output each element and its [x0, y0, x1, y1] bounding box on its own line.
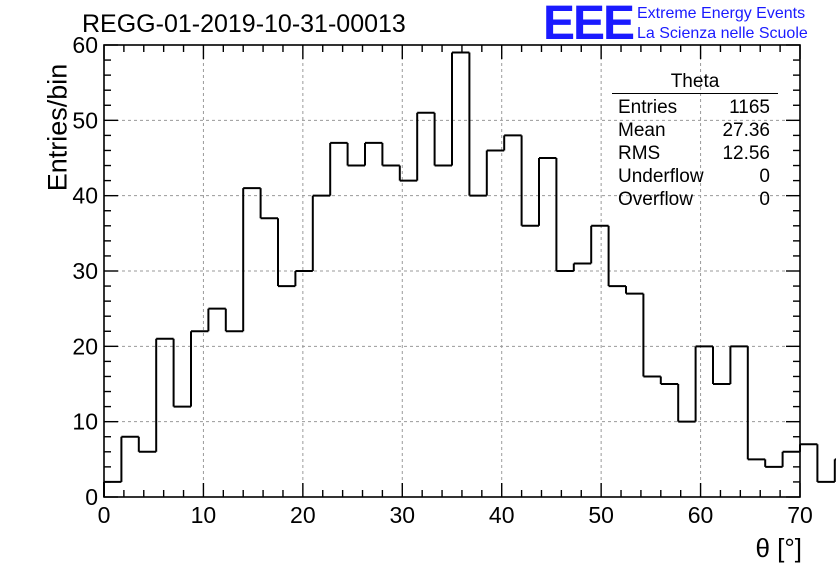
stats-row: Entries 1165 [612, 96, 778, 119]
stats-value: 27.36 [722, 120, 770, 141]
stats-row: RMS 12.56 [612, 142, 778, 165]
stats-row: Overflow 0 [612, 188, 778, 211]
x-axis-label: θ [°] [755, 533, 802, 563]
stats-label: RMS [618, 143, 661, 164]
x-tick-label: 60 [688, 502, 714, 528]
stats-label: Mean [618, 120, 666, 141]
stats-box: Theta Entries 1165 Mean 27.36 RMS 12.56 Und… [612, 72, 778, 211]
eee-logo: EEE [543, 0, 635, 50]
x-tick-label: 0 [98, 502, 111, 528]
stats-value: 0 [759, 166, 770, 187]
stats-row: Underflow 0 [612, 165, 778, 188]
y-tick-label: 50 [72, 107, 98, 133]
tick-labels: 0 10 20 30 40 50 60 70 0 10 20 30 40 50 60 [72, 32, 812, 528]
y-axis-label: Entries/bin [42, 63, 73, 192]
eee-logo-line-1: Extreme Energy Events [637, 5, 806, 22]
y-tick-label: 0 [85, 484, 98, 510]
stats-label: Entries [618, 97, 678, 118]
x-tick-label: 40 [489, 502, 515, 528]
x-tick-label: 20 [290, 502, 316, 528]
chart-title: REGG-01-2019-10-31-00013 [82, 10, 406, 38]
y-tick-label: 20 [72, 333, 98, 359]
x-tick-label: 10 [191, 502, 217, 528]
stats-label: Overflow [618, 189, 693, 210]
y-tick-label: 30 [72, 258, 98, 284]
y-tick-label: 60 [72, 32, 98, 58]
axis-ticks [103, 44, 801, 498]
x-tick-label: 70 [787, 502, 813, 528]
stats-label: Underflow [618, 166, 704, 187]
stats-box-title: Theta [612, 72, 778, 94]
histogram-bars [103, 51, 836, 497]
y-tick-label: 10 [72, 409, 98, 435]
stats-value: 1165 [729, 97, 770, 118]
stats-row: Mean 27.36 [612, 119, 778, 142]
stats-value: 12.56 [722, 143, 770, 164]
eee-logo-line-2: La Scienza nelle Scuole [637, 25, 808, 42]
x-tick-label: 50 [588, 502, 614, 528]
y-tick-label: 40 [72, 183, 98, 209]
stats-value: 0 [759, 189, 770, 210]
x-tick-label: 30 [389, 502, 415, 528]
